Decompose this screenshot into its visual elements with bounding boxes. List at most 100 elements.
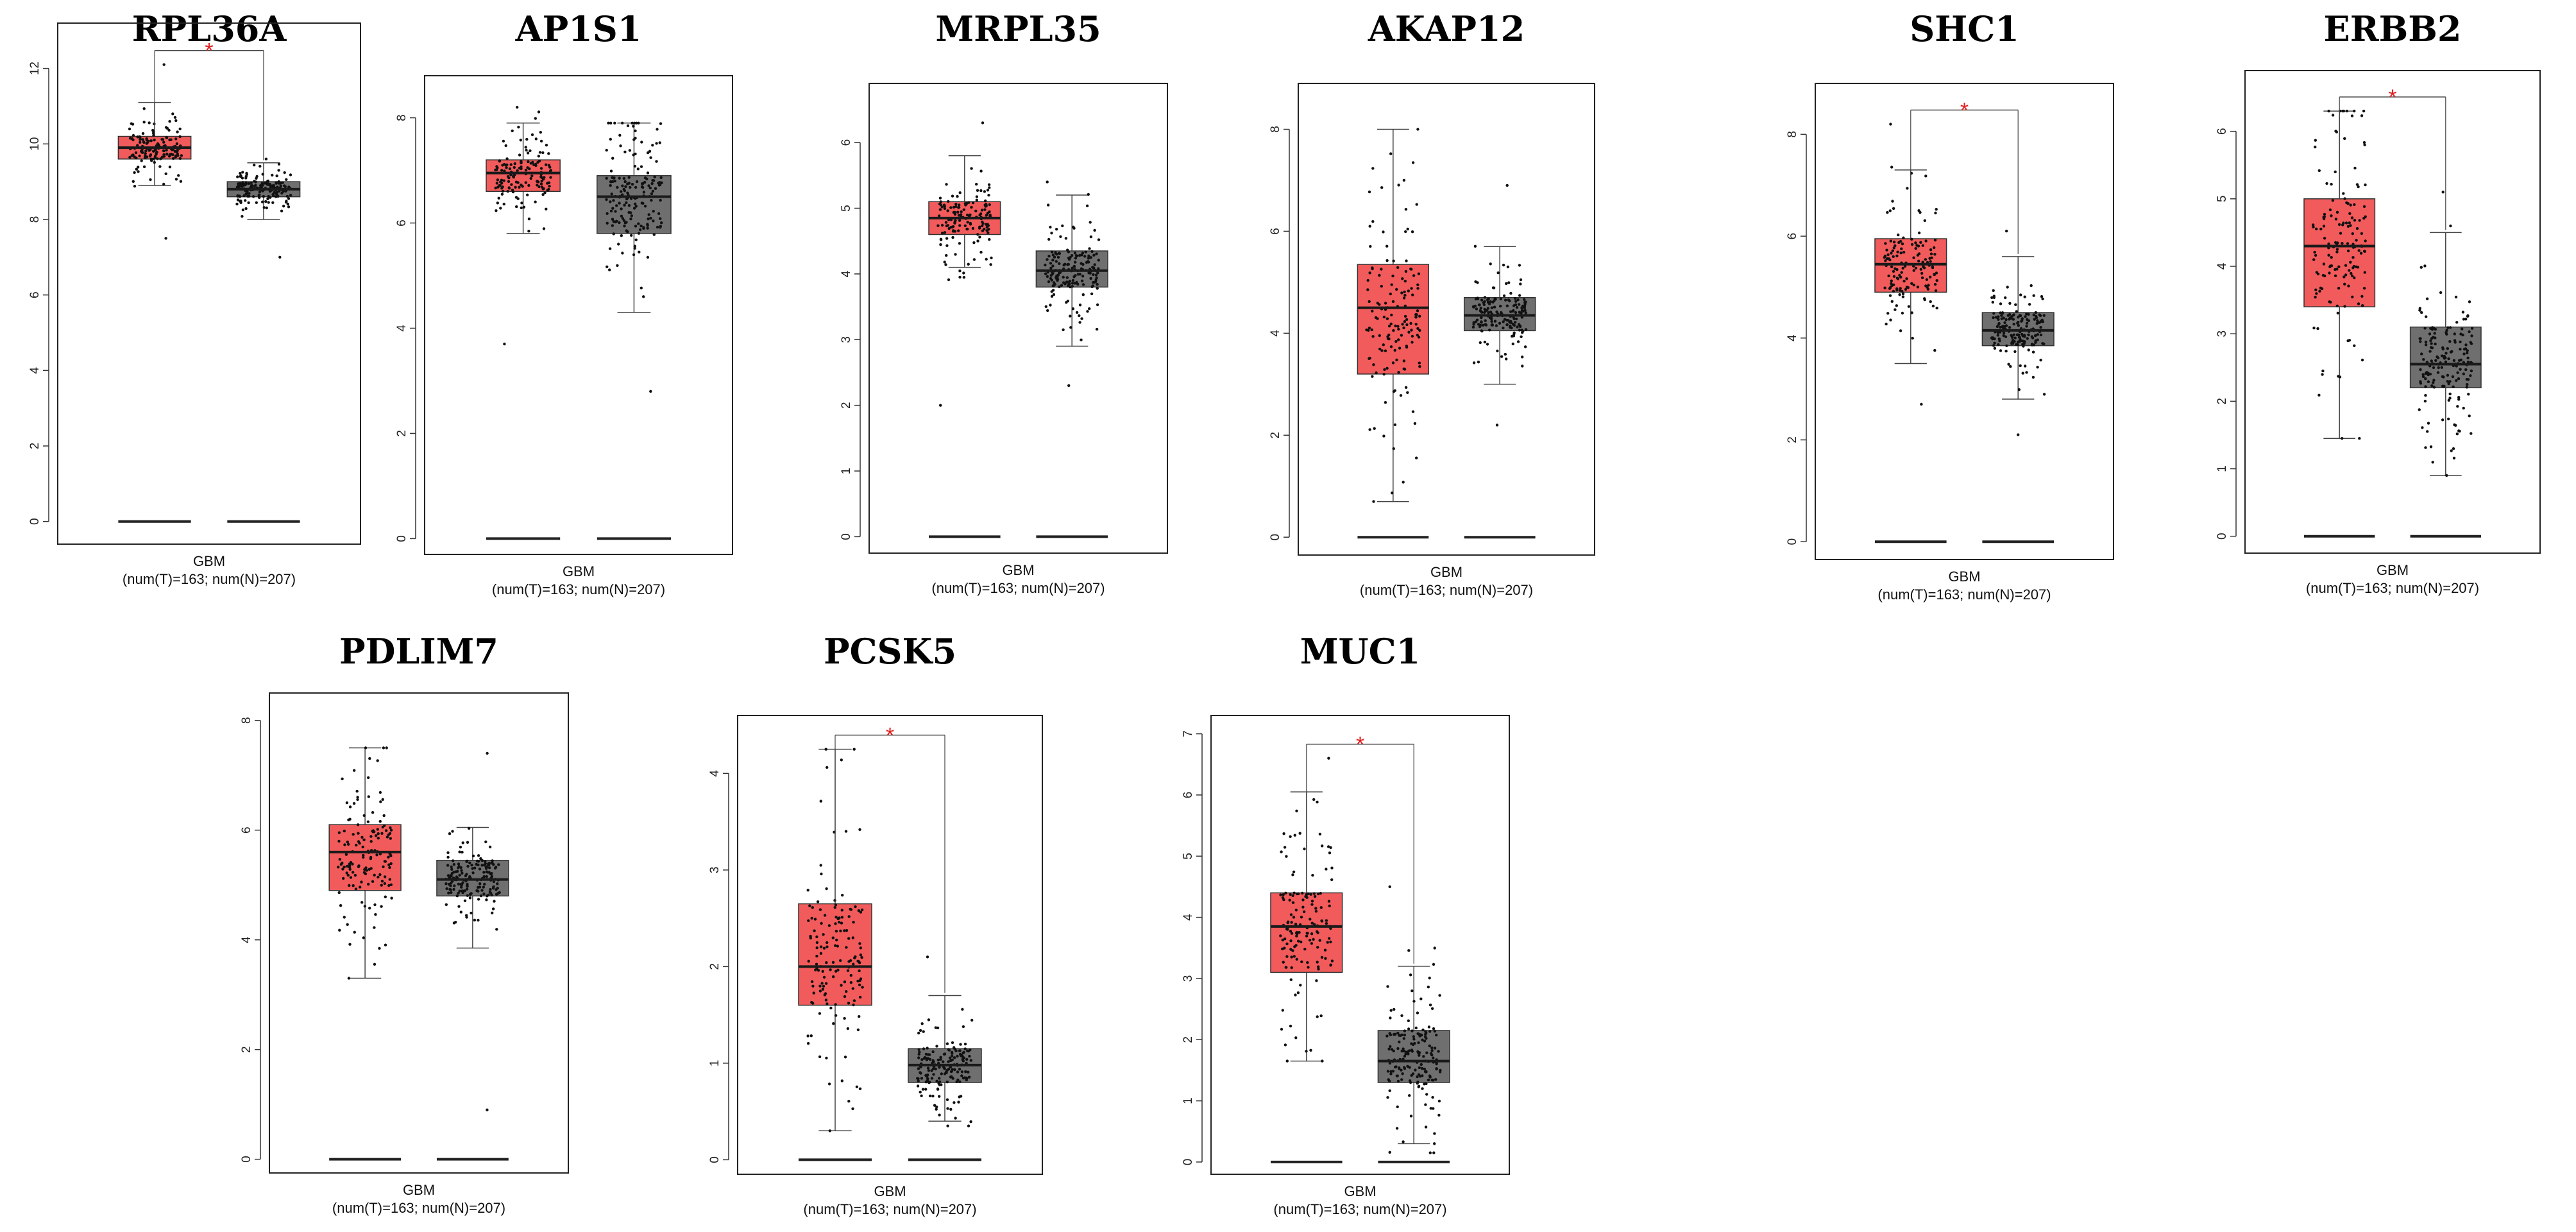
tumor-sample-point (1405, 318, 1409, 321)
tumor-sample-point (1310, 903, 1314, 906)
normal-sample-point (2452, 447, 2455, 450)
tumor-sample-point (348, 884, 351, 887)
normal-sample-point (963, 1076, 967, 1080)
normal-sample-point (486, 1108, 489, 1111)
plot-frame (1815, 83, 2114, 560)
tumor-sample-point (140, 151, 144, 154)
normal-sample-point (632, 207, 636, 210)
significance-star: * (205, 39, 213, 64)
normal-sample-point (1419, 1063, 1423, 1066)
tumor-sample-point (520, 201, 523, 205)
tumor-sample-point (165, 136, 169, 139)
tumor-sample-point (504, 144, 507, 148)
normal-sample-point (951, 1077, 954, 1080)
tumor-sample-point (155, 153, 158, 156)
tumor-sample-point (984, 199, 987, 203)
tumor-sample-point (1914, 247, 1917, 250)
tumor-sample-point (2363, 143, 2366, 146)
tumor-sample-point (1382, 373, 1385, 376)
tumor-sample-point (825, 1056, 828, 1060)
tumor-sample-point (368, 907, 371, 910)
tumor-sample-point (534, 137, 538, 141)
normal-sample-point (1433, 1047, 1437, 1050)
tumor-sample-point (346, 843, 350, 846)
tumor-sample-point (1292, 891, 1296, 894)
normal-sample-point (2455, 379, 2458, 382)
y-tick-label: 6 (2216, 128, 2229, 135)
tumor-sample-point (548, 166, 552, 169)
tumor-sample-point (152, 133, 155, 137)
normal-sample-point (1046, 180, 1049, 184)
normal-sample-point (447, 891, 450, 894)
tumor-sample-point (362, 936, 365, 939)
tumor-sample-point (1894, 267, 1897, 270)
tumor-sample-point (939, 200, 942, 203)
tumor-sample-point (1289, 835, 1292, 839)
normal-sample-point (2039, 333, 2043, 337)
tumor-sample-point (1406, 227, 1409, 231)
tumor-sample-point (1416, 334, 1419, 337)
tumor-sample-point (1301, 898, 1305, 902)
tumor-sample-point (164, 237, 167, 240)
normal-sample-point (642, 295, 645, 298)
normal-sample-point (1097, 259, 1101, 262)
normal-sample-point (1427, 986, 1430, 989)
normal-sample-point (622, 219, 626, 222)
normal-sample-point (2434, 336, 2437, 339)
normal-sample-point (487, 866, 491, 869)
tumor-sample-point (1305, 1050, 1308, 1053)
tumor-sample-point (162, 149, 165, 153)
tumor-sample-point (2351, 256, 2355, 259)
tumor-sample-point (858, 828, 861, 832)
normal-sample-point (1517, 323, 1521, 326)
tumor-sample-point (1418, 365, 1421, 368)
x-label-cancer: GBM (1344, 1183, 1376, 1199)
normal-sample-point (2040, 295, 2044, 298)
normal-sample-point (947, 1060, 950, 1063)
tumor-sample-point (537, 110, 541, 114)
tumor-sample-point (1327, 900, 1331, 903)
normal-sample-point (930, 1077, 934, 1080)
normal-sample-point (638, 250, 641, 253)
normal-sample-point (2470, 369, 2473, 373)
normal-sample-point (612, 232, 615, 235)
normal-sample-point (457, 891, 460, 895)
tumor-sample-point (389, 862, 393, 866)
normal-sample-point (2420, 352, 2423, 355)
normal-sample-point (2447, 417, 2450, 421)
normal-sample-point (478, 868, 482, 871)
tumor-sample-point (836, 945, 840, 948)
tumor-sample-point (978, 235, 981, 239)
normal-sample-point (1996, 330, 2000, 334)
tumor-sample-point (956, 210, 960, 214)
tumor-sample-point (142, 165, 146, 169)
normal-sample-point (2465, 386, 2468, 389)
normal-sample-point (2425, 297, 2429, 300)
normal-sample-point (1511, 309, 1514, 313)
normal-sample-point (1095, 327, 1099, 331)
tumor-sample-point (1380, 284, 1383, 288)
normal-sample-point (275, 191, 279, 194)
normal-sample-point (623, 203, 626, 207)
tumor-sample-point (954, 253, 957, 256)
tumor-sample-point (988, 186, 991, 189)
tumor-sample-point (1910, 282, 1913, 285)
tumor-sample-point (1892, 289, 1895, 293)
normal-sample-point (2421, 375, 2425, 379)
normal-sample-point (485, 867, 488, 870)
tumor-sample-point (2348, 221, 2351, 225)
normal-sample-point (1055, 260, 1058, 263)
normal-sample-point (473, 918, 477, 922)
normal-sample-point (2449, 224, 2452, 228)
normal-sample-point (262, 206, 266, 209)
tumor-sample-point (505, 157, 509, 160)
tumor-sample-point (1301, 891, 1304, 895)
normal-sample-point (965, 1078, 969, 1082)
tumor-sample-point (2337, 223, 2341, 227)
tumor-sample-point (385, 746, 388, 749)
normal-sample-point (649, 216, 652, 220)
tumor-sample-point (1413, 422, 1417, 425)
tumor-sample-point (1899, 252, 1902, 255)
normal-sample-point (940, 1072, 944, 1075)
